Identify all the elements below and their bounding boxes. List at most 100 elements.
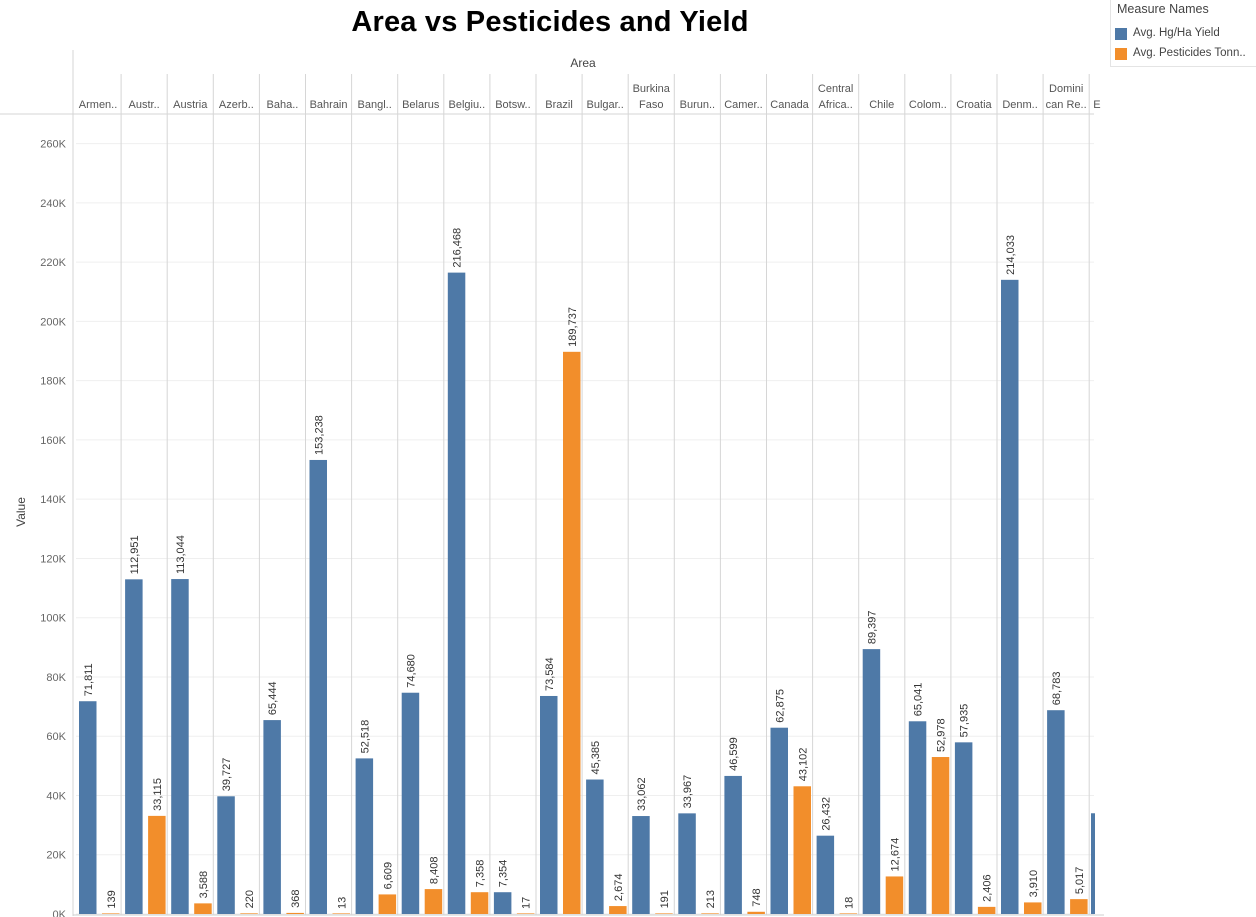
category-label-chile: Chile <box>869 99 894 111</box>
data-label-avg-hg-ha-yield: 153,238 <box>313 415 325 455</box>
chart-title: Area vs Pesticides and Yield <box>351 6 749 38</box>
data-label-avg-hg-ha-yield: 65,041 <box>913 683 925 717</box>
bar-avg-pesticides-tonn-belarus[interactable] <box>424 889 443 914</box>
y-tick-label: 140K <box>40 494 66 506</box>
bar-avg-hg-ha-yield-austria[interactable] <box>171 579 189 914</box>
category-label-central-africa: Central <box>818 83 853 95</box>
bar-avg-pesticides-tonn-belgiu[interactable] <box>470 892 489 914</box>
data-label-avg-pesticides-tonn: 52,978 <box>936 718 948 752</box>
bar-avg-hg-ha-yield-e[interactable] <box>1091 813 1095 914</box>
x-axis-categories: Armen.. Austr.. Austria Azerb.. Baha.. Bahrai… <box>79 83 1101 111</box>
bar-avg-pesticides-tonn-camer[interactable] <box>747 911 765 914</box>
bar-avg-hg-ha-yield-burun[interactable] <box>678 813 696 914</box>
bar-avg-hg-ha-yield-bangl[interactable] <box>355 758 374 914</box>
category-label-e: E <box>1093 99 1100 111</box>
data-label-avg-hg-ha-yield: 57,935 <box>959 704 971 738</box>
bar-avg-hg-ha-yield-domini-can-re[interactable] <box>1047 710 1065 914</box>
data-label-avg-hg-ha-yield: 74,680 <box>405 654 417 688</box>
bar-avg-hg-ha-yield-azerb[interactable] <box>217 796 235 914</box>
category-label-bangl: Bangl.. <box>358 99 392 111</box>
bar-avg-pesticides-tonn-bahrain[interactable] <box>332 913 351 914</box>
category-label-burun: Burun.. <box>680 99 715 111</box>
bar-avg-hg-ha-yield-croatia[interactable] <box>954 742 973 914</box>
category-label-brazil: Brazil <box>545 99 573 111</box>
y-tick-label: 60K <box>46 731 66 743</box>
bar-avg-pesticides-tonn-denm[interactable] <box>1024 902 1042 914</box>
y-tick-label: 200K <box>40 316 66 328</box>
bar-avg-hg-ha-yield-chile[interactable] <box>862 649 881 914</box>
data-label-avg-pesticides-tonn: 3,910 <box>1028 870 1040 898</box>
bar-avg-pesticides-tonn-bulgar[interactable] <box>609 906 627 914</box>
bar-avg-hg-ha-yield-belgiu[interactable] <box>447 272 466 914</box>
data-label-avg-pesticides-tonn: 8,408 <box>428 857 440 885</box>
legend[interactable]: Measure Names Avg. Hg/Ha Yield Avg. Pest… <box>1110 0 1256 67</box>
data-label-avg-hg-ha-yield: 39,727 <box>221 758 233 792</box>
bar-avg-pesticides-tonn-croatia[interactable] <box>977 906 996 914</box>
data-label-avg-hg-ha-yield: 45,385 <box>590 741 602 775</box>
category-label-armen: Armen.. <box>79 99 118 111</box>
data-label-avg-pesticides-tonn: 43,102 <box>797 748 809 782</box>
bar-avg-hg-ha-yield-central-africa[interactable] <box>816 835 835 914</box>
bar-avg-pesticides-tonn-chile[interactable] <box>885 876 904 914</box>
bar-avg-pesticides-tonn-armen[interactable] <box>102 913 120 914</box>
bar-avg-hg-ha-yield-bahrain[interactable] <box>309 459 328 914</box>
bar-avg-hg-ha-yield-belarus[interactable] <box>401 692 420 914</box>
bar-avg-pesticides-tonn-canada[interactable] <box>793 786 812 914</box>
bar-avg-pesticides-tonn-austria[interactable] <box>194 903 212 914</box>
bar-avg-hg-ha-yield-camer[interactable] <box>724 775 742 914</box>
y-axis-title: Value <box>14 497 28 527</box>
bar-avg-hg-ha-yield-brazil[interactable] <box>540 695 558 914</box>
bar-avg-pesticides-tonn-baha[interactable] <box>286 912 304 914</box>
category-label-botsw: Botsw.. <box>495 99 530 111</box>
y-tick-label: 0K <box>53 909 67 917</box>
chart-frame <box>0 50 1104 916</box>
legend-item-yield[interactable]: Avg. Hg/Ha Yield <box>1115 26 1255 42</box>
legend-swatch-yield <box>1115 28 1127 40</box>
data-label-avg-hg-ha-yield: 73,584 <box>544 657 556 691</box>
category-label-croatia: Croatia <box>956 99 992 111</box>
data-label-avg-pesticides-tonn: 220 <box>244 890 256 908</box>
legend-swatch-pesticides <box>1115 48 1127 60</box>
category-label-baha: Baha.. <box>267 99 299 111</box>
bar-avg-hg-ha-yield-colom[interactable] <box>908 721 927 914</box>
bar-avg-hg-ha-yield-botsw[interactable] <box>493 892 512 914</box>
y-tick-label: 180K <box>40 376 66 388</box>
legend-item-pesticides[interactable]: Avg. Pesticides Tonn.. <box>1115 46 1255 62</box>
data-label-avg-pesticides-tonn: 748 <box>751 888 763 906</box>
data-label-avg-hg-ha-yield: 216,468 <box>452 228 464 268</box>
bar-avg-pesticides-tonn-brazil[interactable] <box>563 351 581 914</box>
data-label-avg-hg-ha-yield: 33,967 <box>682 775 694 809</box>
data-label-avg-pesticides-tonn: 17 <box>521 897 533 909</box>
data-label-avg-pesticides-tonn: 5,017 <box>1074 867 1086 895</box>
category-label-belarus: Belarus <box>402 99 440 111</box>
data-label-avg-hg-ha-yield: 7,354 <box>498 860 510 888</box>
data-label-avg-pesticides-tonn: 368 <box>290 890 302 908</box>
bar-avg-hg-ha-yield-bulgar[interactable] <box>586 779 604 914</box>
bar-avg-hg-ha-yield-austr[interactable] <box>125 579 143 914</box>
bar-avg-hg-ha-yield-denm[interactable] <box>1001 279 1019 915</box>
bar-avg-pesticides-tonn-azerb[interactable] <box>240 913 258 914</box>
category-label-austria: Austria <box>173 99 208 111</box>
x-axis-title: Area <box>570 56 596 70</box>
y-tick-label: 240K <box>40 198 66 210</box>
bar-avg-hg-ha-yield-burkina-faso[interactable] <box>632 816 650 914</box>
category-label-central-africa: Africa.. <box>819 99 853 111</box>
data-label-avg-hg-ha-yield: 26,432 <box>820 797 832 831</box>
category-label-bahrain: Bahrain <box>310 99 348 111</box>
bar-avg-pesticides-tonn-burun[interactable] <box>701 913 719 914</box>
bar-avg-pesticides-tonn-bangl[interactable] <box>378 894 397 914</box>
category-label-austr: Austr.. <box>129 99 160 111</box>
bar-avg-pesticides-tonn-botsw[interactable] <box>516 913 535 914</box>
bar-avg-hg-ha-yield-canada[interactable] <box>770 727 789 914</box>
bar-avg-hg-ha-yield-baha[interactable] <box>263 720 281 914</box>
bar-avg-pesticides-tonn-central-africa[interactable] <box>839 913 858 914</box>
bar-avg-pesticides-tonn-burkina-faso[interactable] <box>655 913 673 914</box>
data-label-avg-hg-ha-yield: 62,875 <box>774 689 786 723</box>
bar-avg-hg-ha-yield-armen[interactable] <box>79 701 97 914</box>
data-label-avg-pesticides-tonn: 2,406 <box>982 874 994 902</box>
bar-avg-pesticides-tonn-austr[interactable] <box>148 815 166 914</box>
category-label-colom: Colom.. <box>909 99 947 111</box>
bar-avg-pesticides-tonn-colom[interactable] <box>931 757 950 914</box>
data-label-avg-pesticides-tonn: 3,588 <box>198 871 210 899</box>
bar-avg-pesticides-tonn-domini-can-re[interactable] <box>1070 899 1088 914</box>
